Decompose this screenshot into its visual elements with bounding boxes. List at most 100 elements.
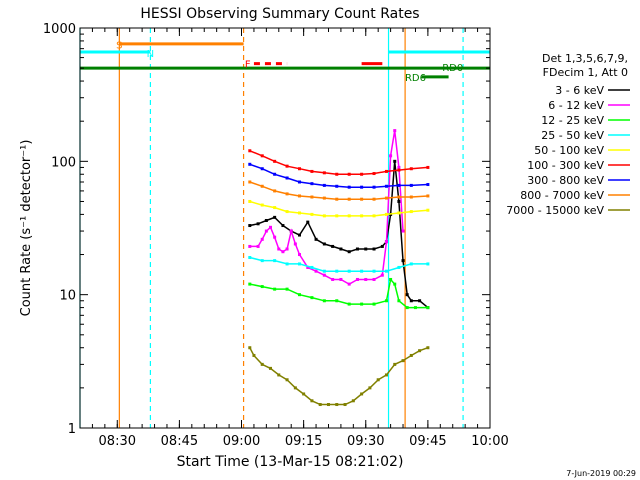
series-8: [248, 346, 430, 407]
data-point: [364, 247, 368, 251]
series-line-3: [249, 256, 428, 272]
data-point: [297, 194, 301, 198]
data-point: [273, 259, 277, 263]
data-point: [269, 225, 273, 229]
data-point: [331, 277, 335, 281]
data-point: [384, 212, 388, 216]
data-point: [264, 229, 268, 233]
x-axis-label: Start Time (13-Mar-15 08:21:02): [177, 454, 404, 470]
data-point: [409, 262, 413, 266]
data-point: [277, 247, 281, 251]
legend-entry-label: 25 - 50 keV: [541, 129, 604, 142]
data-point: [405, 293, 409, 297]
data-point: [248, 244, 252, 248]
flag-label-rd6: RD6: [405, 73, 426, 84]
x-tick-label: 10:00: [471, 434, 508, 449]
data-point: [384, 184, 388, 188]
series-7: [248, 180, 430, 201]
data-point: [405, 306, 409, 310]
data-point: [355, 247, 359, 251]
data-point: [306, 220, 310, 224]
data-point: [339, 247, 343, 251]
data-point: [347, 172, 351, 176]
data-point: [397, 199, 401, 203]
data-point: [347, 269, 351, 273]
legend-entry-label: 800 - 7000 keV: [520, 189, 604, 202]
data-point: [409, 183, 413, 187]
data-point: [380, 273, 384, 277]
y-tick-label: 1000: [43, 22, 76, 37]
x-tick-label: 08:30: [99, 434, 136, 449]
data-point: [293, 386, 297, 390]
data-point: [372, 302, 376, 306]
data-point: [372, 214, 376, 218]
flag-label-f: F: [245, 60, 251, 71]
data-point: [397, 299, 401, 303]
data-point: [372, 269, 376, 273]
data-point: [335, 403, 339, 407]
data-point: [310, 296, 314, 300]
data-point: [285, 164, 289, 168]
data-point: [326, 403, 330, 407]
data-point: [368, 386, 372, 390]
data-point: [281, 224, 285, 228]
data-point: [401, 359, 405, 363]
legend-entry-label: 12 - 25 keV: [541, 114, 604, 127]
data-point: [409, 195, 413, 199]
legend-entry-label: 3 - 6 keV: [555, 84, 604, 97]
data-point: [426, 346, 430, 350]
series-line-8: [249, 346, 429, 406]
legend-entry-label: 7000 - 15000 keV: [506, 204, 604, 217]
legend-entry-label: 6 - 12 keV: [548, 99, 604, 112]
data-point: [310, 212, 314, 216]
date-stamp: 7-Jun-2019 00:29: [566, 469, 636, 478]
data-point: [297, 253, 301, 257]
data-point: [380, 244, 384, 248]
data-point: [248, 224, 252, 228]
series-0: [248, 159, 430, 310]
data-point: [322, 273, 326, 277]
plot-frame: [79, 27, 491, 429]
data-point: [273, 206, 277, 210]
data-point: [413, 306, 417, 310]
data-point: [426, 194, 430, 198]
data-point: [322, 183, 326, 187]
data-point: [426, 183, 430, 187]
data-point: [376, 378, 380, 382]
data-point: [384, 373, 388, 377]
series-4: [248, 199, 430, 218]
data-point: [285, 176, 289, 180]
data-point: [360, 269, 364, 273]
data-point: [277, 373, 281, 377]
chart-axes: 08:30 08:45 09:00 09:15 09:30 09:45 10:00 1 10 10…: [43, 22, 509, 449]
data-point: [418, 299, 422, 303]
data-point: [426, 165, 430, 169]
data-point: [273, 215, 277, 219]
data-point: [335, 269, 339, 273]
data-point: [285, 262, 289, 266]
data-point: [310, 265, 314, 269]
data-point: [264, 218, 268, 222]
data-point: [409, 353, 413, 357]
data-point: [318, 403, 322, 407]
data-point: [384, 299, 388, 303]
data-point: [285, 192, 289, 196]
data-point: [302, 392, 306, 396]
data-point: [351, 399, 355, 403]
data-point: [372, 277, 376, 281]
data-point: [260, 285, 264, 289]
data-point: [384, 269, 388, 273]
data-point: [285, 210, 289, 214]
data-point: [347, 214, 351, 218]
data-point: [297, 211, 301, 215]
data-point: [397, 195, 401, 199]
series-3: [248, 255, 430, 273]
data-point: [273, 189, 277, 193]
data-point: [401, 229, 405, 233]
data-point: [347, 185, 351, 189]
data-point: [297, 293, 301, 297]
data-point: [248, 180, 252, 184]
data-point: [260, 237, 264, 241]
data-point: [273, 235, 277, 239]
chart-title: HESSI Observing Summary Count Rates: [140, 6, 419, 22]
